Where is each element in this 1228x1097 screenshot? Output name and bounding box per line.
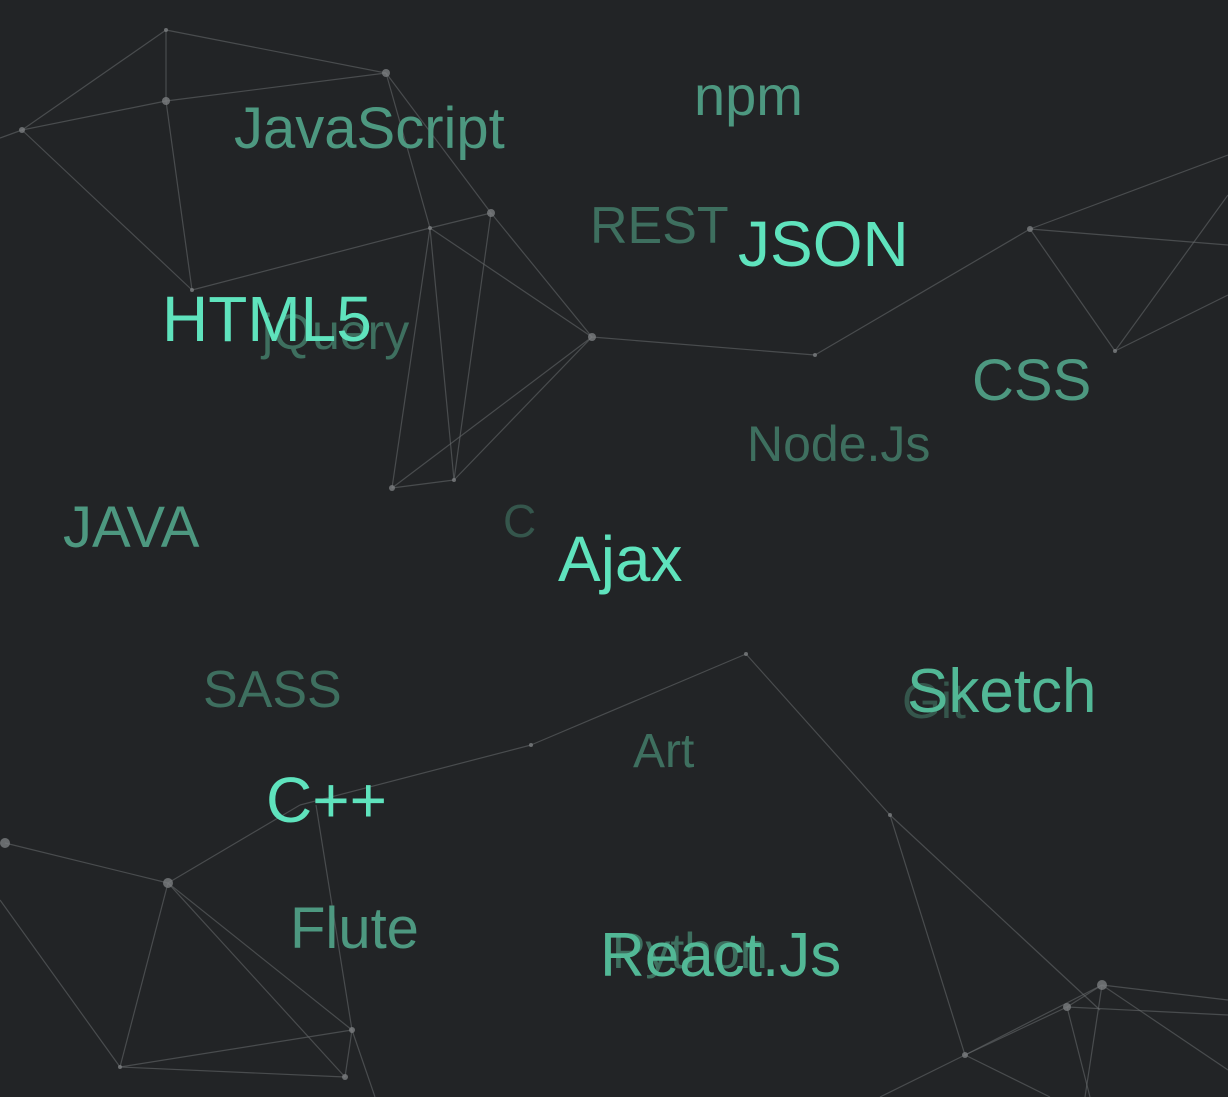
tag-nodejs[interactable]: Node.Js (747, 416, 931, 472)
tag-css[interactable]: CSS (972, 348, 1092, 413)
network-nodes (0, 28, 1117, 1080)
tag-json[interactable]: JSON (738, 208, 909, 280)
tag-art[interactable]: Art (633, 725, 695, 778)
tag-flute[interactable]: Flute (290, 896, 419, 961)
tag-npm[interactable]: npm (694, 64, 803, 127)
tag-git[interactable]: Git (902, 673, 966, 729)
tag-reactjs[interactable]: React.Js (600, 921, 842, 990)
tag-ajax[interactable]: Ajax (558, 523, 683, 595)
tag-sketch[interactable]: Sketch (907, 657, 1097, 726)
tag-python[interactable]: Python (612, 923, 768, 979)
tag-cpp[interactable]: C++ (266, 764, 387, 836)
tag-sass[interactable]: SASS (203, 661, 342, 719)
network-links (0, 29, 1228, 1097)
tag-jquery[interactable]: jQuery (262, 304, 410, 360)
tag-java[interactable]: JAVA (63, 495, 200, 560)
tag-c[interactable]: C (503, 495, 537, 547)
tag-javascript[interactable]: JavaScript (234, 96, 505, 161)
tag-rest[interactable]: REST (590, 197, 729, 255)
tag-html5[interactable]: HTML5 (162, 283, 372, 355)
